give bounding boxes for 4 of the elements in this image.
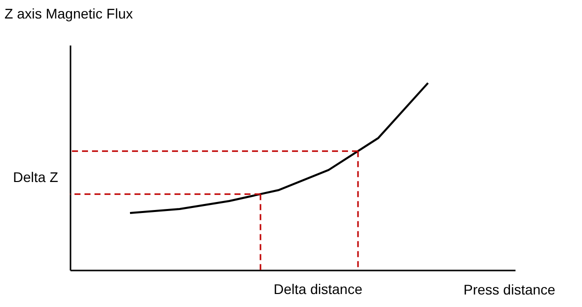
x-axis-title: Press distance [464, 282, 556, 298]
y-axis-title: Z axis Magnetic Flux [4, 6, 133, 22]
text: Delta distance [274, 281, 363, 297]
text: Delta Z [13, 169, 59, 185]
